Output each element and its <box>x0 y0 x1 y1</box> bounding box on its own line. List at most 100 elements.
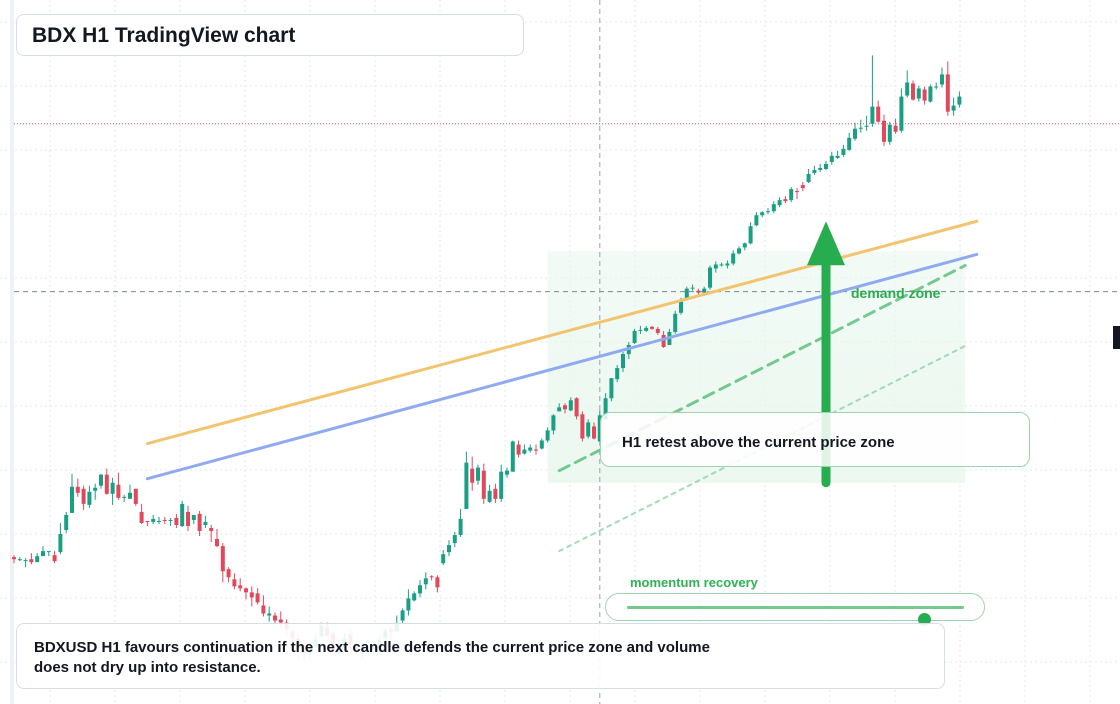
candle-body <box>226 569 231 578</box>
candle-body <box>835 155 840 158</box>
candle <box>586 419 591 439</box>
candle-body <box>209 528 214 532</box>
candle <box>795 188 799 200</box>
candle-body <box>41 551 45 557</box>
candle-body <box>406 598 411 611</box>
candle-body <box>157 520 161 522</box>
candle-body <box>574 398 579 417</box>
candle <box>110 477 115 505</box>
left-scale-strip <box>10 0 14 704</box>
candle-body <box>487 490 492 502</box>
candle <box>731 250 736 266</box>
candle-body <box>563 405 567 410</box>
candle-body <box>644 327 649 331</box>
candle <box>93 483 98 500</box>
candle-body <box>621 354 625 369</box>
momentum-slider-track[interactable] <box>627 606 964 626</box>
candle <box>418 580 422 598</box>
candle <box>754 212 759 227</box>
candle <box>70 473 74 513</box>
candle <box>87 485 92 508</box>
candle <box>244 587 248 600</box>
trend-line-blue <box>145 252 979 481</box>
candle-body <box>713 264 718 269</box>
candle-body <box>278 619 283 623</box>
candle <box>423 572 428 590</box>
candle-body <box>435 577 440 588</box>
retest-callout-text: H1 retest above the current price zone <box>622 434 895 451</box>
candle-body <box>742 243 747 248</box>
candle <box>847 132 852 151</box>
candle <box>818 163 823 172</box>
candle <box>35 553 40 563</box>
candle-body <box>893 125 898 132</box>
candle-body <box>719 264 724 266</box>
candle-body <box>104 474 109 494</box>
candle-body <box>261 605 266 614</box>
candle-body <box>255 593 260 603</box>
candle-body <box>731 253 736 264</box>
candle-body <box>116 484 121 498</box>
candle-body <box>690 287 695 289</box>
momentum-slider[interactable] <box>605 593 985 626</box>
candle-body <box>684 288 689 299</box>
candle <box>737 246 741 255</box>
candle <box>64 511 69 534</box>
candle <box>267 606 272 622</box>
candle-body <box>876 106 881 122</box>
momentum-slider-thumb[interactable] <box>917 613 931 626</box>
candle <box>209 524 214 543</box>
reference-lines <box>14 0 1120 704</box>
candle <box>876 100 881 123</box>
candle <box>650 325 654 330</box>
candle <box>46 551 51 557</box>
candle-body <box>249 592 254 598</box>
candle-body <box>145 520 150 522</box>
candle <box>447 540 451 557</box>
candle-body <box>174 517 179 525</box>
candle <box>412 591 417 602</box>
candle-body <box>615 368 620 380</box>
candle <box>406 589 411 616</box>
candle-body <box>789 189 794 201</box>
candle-body <box>70 486 74 513</box>
candle <box>17 557 22 562</box>
summary-card: BDXUSD H1 favours continuation if the ne… <box>16 623 945 689</box>
candle-body <box>696 290 701 293</box>
candle <box>41 546 45 557</box>
candle-body <box>597 415 602 442</box>
candle <box>742 242 747 251</box>
candle <box>464 451 469 509</box>
candle <box>748 222 753 245</box>
retest-callout: H1 retest above the current price zone <box>600 412 1030 467</box>
candle-body <box>551 415 556 431</box>
candle <box>510 440 515 472</box>
candle-body <box>777 200 782 206</box>
candle-body <box>516 444 521 455</box>
candle <box>563 403 567 414</box>
candle-body <box>412 593 417 601</box>
candle-body <box>534 449 538 451</box>
candle <box>128 484 132 499</box>
candle-body <box>661 334 666 347</box>
candle <box>870 55 875 127</box>
candle <box>719 262 724 267</box>
candle <box>534 444 538 455</box>
candle-body <box>557 407 562 412</box>
candle-body <box>12 557 16 560</box>
demand-zone-label: demand zone <box>851 285 941 301</box>
candle <box>215 529 219 548</box>
candle <box>151 514 156 524</box>
candle-body <box>203 521 208 525</box>
candle <box>829 151 834 165</box>
candle-body <box>783 199 788 202</box>
candle <box>12 555 16 564</box>
candle-body <box>464 462 469 509</box>
candle <box>940 67 944 88</box>
candle <box>922 86 927 105</box>
candle <box>58 522 63 555</box>
candle <box>458 508 463 538</box>
candle-body <box>673 313 678 332</box>
candle-body <box>702 288 707 293</box>
